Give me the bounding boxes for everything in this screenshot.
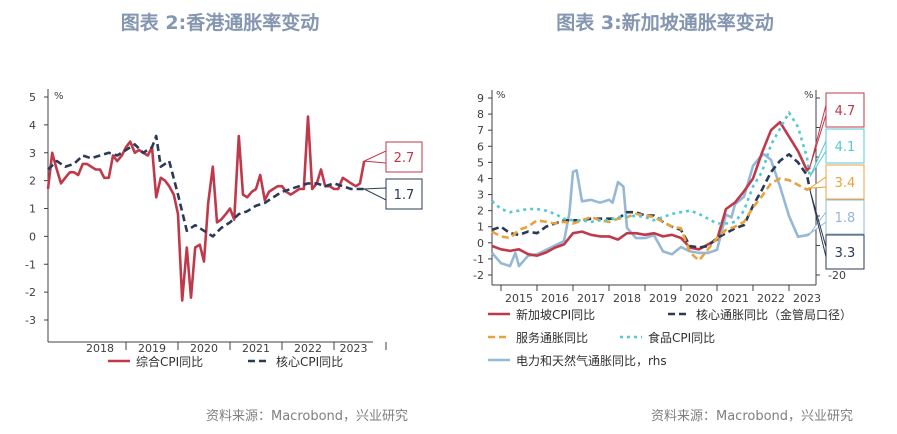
series-line-0 (491, 120, 811, 257)
last-value-label: 4.7 (835, 104, 856, 119)
legend-label: 新加坡CPI同比 (516, 307, 595, 322)
hk-inflation-chart: % -3 -2 -1 0 1 2 3 4 5 2018 2019 2020 2021 2022 2023 2.7… (25, 89, 423, 369)
series-line-3 (491, 111, 812, 225)
sg-inflation-chart: % % -2 -1 0 1 2 3 4 5 6 7 8 9 -20 2015 2016 2017 2018 2019 2… (473, 90, 865, 368)
legend-label: 核心CPI同比 (276, 355, 343, 369)
last-value-label: 3.4 (835, 176, 856, 191)
y-tick-label: -2 (25, 286, 36, 299)
y-tick-label-left: 2 (477, 205, 484, 218)
x-tick-label: 2023 (340, 342, 368, 355)
x-tick-label: 2019 (138, 342, 166, 355)
callout-box (825, 164, 865, 200)
last-value-label: 1.7 (394, 188, 415, 203)
x-tick-label: 2022 (757, 292, 785, 305)
y-tick-label-left: 0 (477, 237, 484, 250)
y-tick-label: 0 (29, 230, 36, 243)
x-tick-label: 2017 (577, 292, 605, 305)
last-value-label: 2.7 (394, 151, 415, 166)
y-tick-label-right: -20 (828, 269, 846, 282)
y-tick-label-left: 4 (477, 172, 484, 185)
last-value-label: 1.8 (835, 211, 856, 226)
chart1-source: 资料来源：Macrobond，兴业研究 (206, 409, 409, 424)
chart2-title: 图表 3:新加坡通胀率变动 (556, 12, 774, 34)
unit-label: % (54, 91, 64, 102)
y-tick-label: 3 (29, 147, 36, 160)
y-tick-label-left: 5 (477, 156, 484, 169)
series-line-1 (491, 153, 812, 249)
x-tick-label: 2018 (613, 292, 641, 305)
chart2-source: 资料来源：Macrobond，兴业研究 (651, 409, 854, 424)
callout-box (825, 92, 865, 128)
callout-pointer (808, 176, 827, 189)
y-tick-label: 2 (29, 175, 36, 188)
y-tick-label: -1 (25, 258, 36, 271)
callout-box (385, 141, 423, 173)
x-tick-label: 2018 (86, 342, 114, 355)
chart1-title: 图表 2:香港通胀率变动 (120, 12, 320, 34)
legend-label: 电力和天然气通胀同比，rhs (516, 353, 667, 368)
y-tick-label: 5 (29, 91, 36, 104)
y-tick-label: 4 (29, 119, 36, 132)
x-tick-label: 2023 (793, 292, 821, 305)
y-tick-label: 1 (29, 203, 36, 216)
x-tick-label: 2020 (190, 342, 218, 355)
legend-label: 服务通胀同比 (516, 330, 588, 345)
x-tick-label: 2022 (294, 342, 322, 355)
x-tick-label: 2020 (685, 292, 713, 305)
legend-label: 综合CPI同比 (136, 354, 203, 369)
callout-box (825, 199, 865, 235)
y-tick-label-left: 9 (477, 92, 484, 105)
series-line-2 (491, 177, 811, 262)
y-tick-label-left: 3 (477, 189, 484, 202)
y-tick-label-left: 7 (477, 124, 484, 137)
y-tick-label-left: 8 (477, 108, 484, 121)
y-tick-label-left: 6 (477, 140, 484, 153)
callout-box (825, 234, 865, 270)
unit-label-left: % (496, 90, 506, 101)
last-value-label: 3.3 (835, 246, 856, 261)
callout-box (825, 128, 865, 164)
y-tick-label: -3 (25, 314, 36, 327)
y-tick-label-left: 1 (477, 221, 484, 234)
callout-box (385, 178, 423, 210)
x-tick-label: 2021 (242, 342, 270, 355)
x-tick-label: 2015 (505, 292, 533, 305)
y-tick-label-left: -1 (473, 253, 484, 266)
legend-label: 食品CPI同比 (648, 330, 715, 345)
last-value-label: 4.1 (835, 140, 856, 155)
x-tick-label: 2019 (649, 292, 677, 305)
x-tick-label: 2021 (721, 292, 749, 305)
series-line-1 (47, 134, 365, 238)
y-tick-label-left: -2 (473, 269, 484, 282)
unit-label-right: % (804, 90, 814, 101)
x-tick-label: 2016 (541, 292, 569, 305)
legend-label: 核心通胀同比（金管局口径） (696, 307, 852, 322)
